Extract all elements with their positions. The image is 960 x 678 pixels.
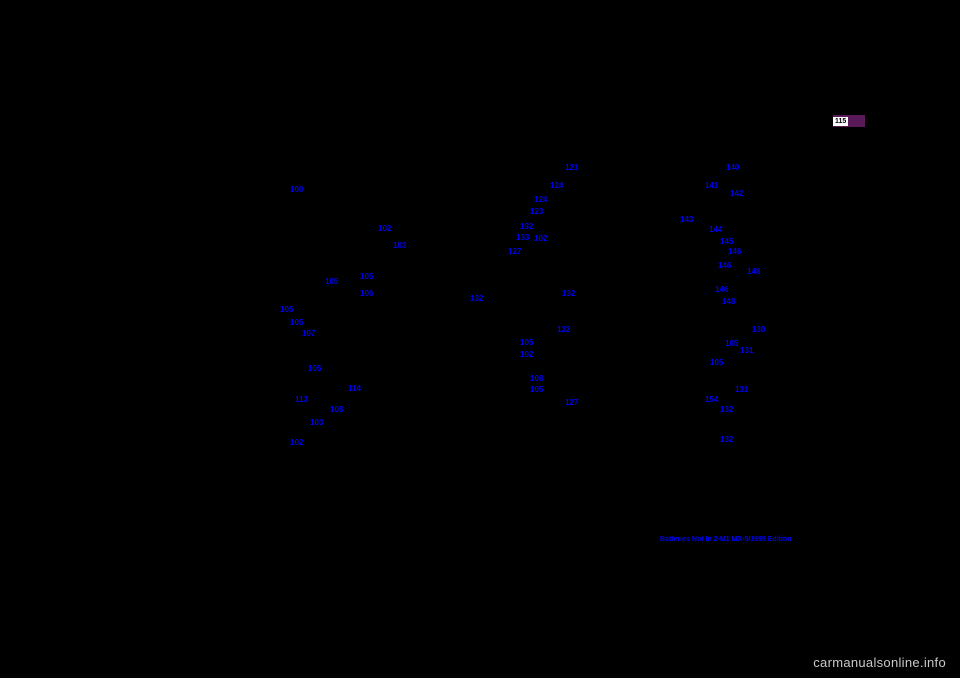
diagram-label[interactable]: 103 [310,418,323,427]
diagram-label[interactable]: 102 [520,350,533,359]
diagram-label[interactable]: 146 [718,261,731,270]
diagram-label[interactable]: 148 [722,297,735,306]
diagram-label[interactable]: 114 [348,384,361,393]
diagram-label[interactable]: 108 [330,405,343,414]
diagram-label[interactable]: 105 [520,338,533,347]
diagram-label[interactable]: 154 [705,395,718,404]
watermark: carmanualsonline.info [813,655,946,670]
diagram-label[interactable]: 105 [308,364,321,373]
diagram-label[interactable]: 140 [726,163,739,172]
diagram-label[interactable]: 108 [530,374,543,383]
diagram-label[interactable]: 143 [680,215,693,224]
diagram-label[interactable]: 132 [720,435,733,444]
diagram-label[interactable]: 102 [534,234,547,243]
diagram-label[interactable]: 121 [565,163,578,172]
diagram-label[interactable]: 123 [530,207,543,216]
diagram-label[interactable]: 100 [290,185,303,194]
diagram-label[interactable]: 102 [290,438,303,447]
diagram-label[interactable]: 132 [557,325,570,334]
diagram-label[interactable]: 131 [735,385,748,394]
diagram-label[interactable]: 124 [550,181,563,190]
diagram-label[interactable]: 113 [295,395,308,404]
diagram-label[interactable]: 127 [508,247,521,256]
diagram-label[interactable]: 132 [562,289,575,298]
diagram-label[interactable]: 105 [710,358,723,367]
diagram-label[interactable]: 107 [302,329,315,338]
diagram-label[interactable]: 102 [378,224,391,233]
diagram-label[interactable]: 105 [530,385,543,394]
diagram-label[interactable]: 105 [360,272,373,281]
diagram-label[interactable]: 131 [740,346,753,355]
diagram-label[interactable]: 127 [565,398,578,407]
diagram-label[interactable]: 130 [752,325,765,334]
diagram-label[interactable]: 141 [705,181,718,190]
diagram-label[interactable]: 142 [730,189,743,198]
diagram-label[interactable]: 106 [360,289,373,298]
diagram-label[interactable]: 146 [715,285,728,294]
diagram-label[interactable]: 103 [393,241,406,250]
diagram-label[interactable]: 145 [720,237,733,246]
diagram-label[interactable]: 105 [280,305,293,314]
diagram-label[interactable]: 133 [516,233,529,242]
page-number-box: 115 [833,115,865,127]
diagram-label[interactable]: 144 [709,225,722,234]
diagram-label[interactable]: 132 [720,405,733,414]
footnote-text: Batteries Not In 2-M1 MX-5/1999 Edition [660,536,791,543]
page-container: 115 100102103105105106105105107105114113… [0,0,960,678]
diagram-label[interactable]: 132 [470,294,483,303]
diagram-label[interactable]: 105 [725,339,738,348]
diagram-label[interactable]: 132 [520,222,533,231]
diagram-label[interactable]: 148 [747,267,760,276]
diagram-label[interactable]: 105 [325,277,338,286]
diagram-label[interactable]: 146 [728,247,741,256]
page-number: 115 [833,117,848,126]
diagram-label[interactable]: 105 [290,318,303,327]
diagram-label[interactable]: 124 [534,195,547,204]
